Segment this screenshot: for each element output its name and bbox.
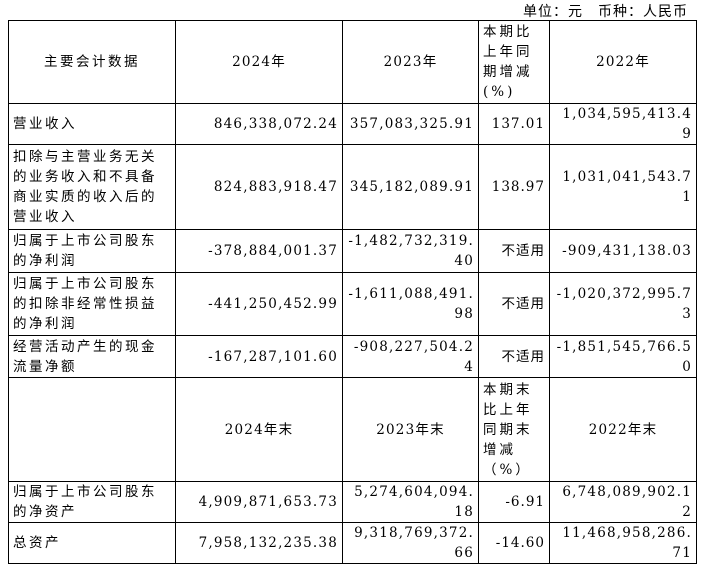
value-cell: -1,611,088,491.98	[342, 272, 479, 336]
header-cell	[8, 377, 176, 482]
financial-table: 主要会计数据 2024年 2023年 本期比上年同期增减(%) 2022年 营业收入 846…	[8, 20, 697, 564]
row-label: 归属于上市公司股东的净利润	[8, 229, 176, 273]
value-cell: -909,431,138.03	[549, 229, 697, 273]
value-cell: 5,274,604,094.18	[342, 481, 479, 523]
value-cell: 9,318,769,372.66	[342, 522, 479, 564]
row-label: 归属于上市公司股东的净资产	[8, 481, 176, 523]
value-cell: -908,227,504.24	[342, 335, 479, 378]
value-cell: 4,909,871,653.73	[175, 481, 343, 523]
table-row: 总资产 7,958,132,235.38 9,318,769,372.66 -14.6…	[8, 522, 697, 564]
value-cell: 846,338,072.24	[175, 103, 343, 145]
value-cell: 不适用	[478, 335, 550, 378]
header-cell: 2024年	[175, 20, 343, 104]
unit-note: 单位：元 币种：人民币	[523, 4, 688, 20]
value-cell: -1,020,372,995.73	[549, 272, 697, 336]
table-row: 2024年末 2023年末 本期末比上年同期末增减（%） 2022年末	[8, 377, 697, 482]
header-cell: 2022年末	[549, 377, 697, 482]
row-label: 归属于上市公司股东的扣除非经常性损益的净利润	[8, 272, 176, 336]
row-label: 总资产	[8, 522, 176, 564]
value-cell: 824,883,918.47	[175, 144, 343, 230]
value-cell: 138.97	[478, 144, 550, 230]
value-cell: -441,250,452.99	[175, 272, 343, 336]
value-cell: -6.91	[478, 481, 550, 523]
table-row: 营业收入 846,338,072.24 357,083,325.91 137.01 1,…	[8, 103, 697, 145]
value-cell: 357,083,325.91	[342, 103, 479, 145]
value-cell: 不适用	[478, 272, 550, 336]
value-cell: 345,182,089.91	[342, 144, 479, 230]
value-cell: -14.60	[478, 522, 550, 564]
value-cell: 7,958,132,235.38	[175, 522, 343, 564]
header-cell: 本期比上年同期增减(%)	[478, 20, 550, 104]
value-cell: 1,034,595,413.49	[549, 103, 697, 145]
value-cell: 6,748,089,902.12	[549, 481, 697, 523]
table-row: 主要会计数据 2024年 2023年 本期比上年同期增减(%) 2022年	[8, 20, 697, 104]
value-cell: 1,031,041,543.71	[549, 144, 697, 230]
header-cell: 主要会计数据	[8, 20, 176, 104]
page: 单位：元 币种：人民币 主要会计数据 2024年 2023年 本期比上年同期增减(%)…	[8, 4, 697, 564]
row-label: 经营活动产生的现金流量净额	[8, 335, 176, 378]
value-cell: -167,287,101.60	[175, 335, 343, 378]
value-cell: -1,482,732,319.40	[342, 229, 479, 273]
row-label: 扣除与主营业务无关的业务收入和不具备商业实质的收入后的营业收入	[8, 144, 176, 230]
value-cell: 不适用	[478, 229, 550, 273]
table-row: 归属于上市公司股东的扣除非经常性损益的净利润 -441,250,452.99 -1,…	[8, 272, 697, 336]
row-label: 营业收入	[8, 103, 176, 145]
value-cell: 137.01	[478, 103, 550, 145]
value-cell: -378,884,001.37	[175, 229, 343, 273]
header-cell: 2023年	[342, 20, 479, 104]
header-cell: 本期末比上年同期末增减（%）	[478, 377, 550, 482]
value-cell: 11,468,958,286.71	[549, 522, 697, 564]
header-cell: 2023年末	[342, 377, 479, 482]
header-cell: 2024年末	[175, 377, 343, 482]
header-cell: 2022年	[549, 20, 697, 104]
table-row: 扣除与主营业务无关的业务收入和不具备商业实质的收入后的营业收入 824,883,9…	[8, 144, 697, 230]
value-cell: -1,851,545,766.50	[549, 335, 697, 378]
table-row: 归属于上市公司股东的净利润 -378,884,001.37 -1,482,732,3…	[8, 229, 697, 273]
table-row: 归属于上市公司股东的净资产 4,909,871,653.73 5,274,604,0…	[8, 481, 697, 523]
table-row: 经营活动产生的现金流量净额 -167,287,101.60 -908,227,504…	[8, 335, 697, 378]
